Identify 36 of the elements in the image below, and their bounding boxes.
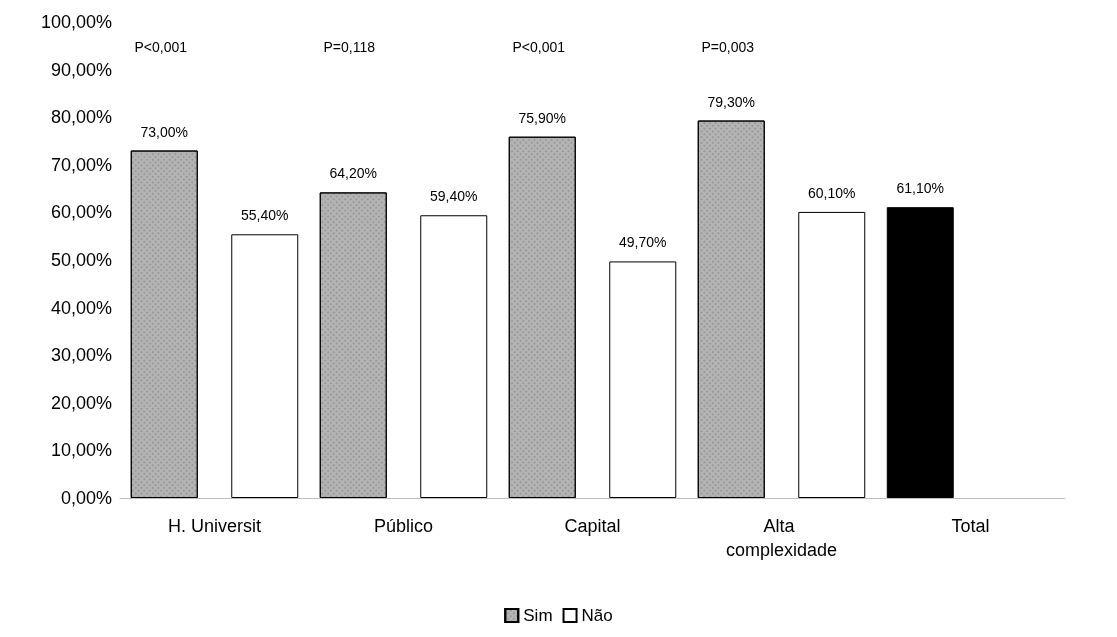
data-label: 75,90% — [518, 109, 566, 126]
y-tick-label: 60,00% — [50, 202, 112, 223]
annotation: P<0,001 — [512, 39, 566, 55]
y-tick-label: 30,00% — [50, 345, 112, 366]
y-tick-label: 70,00% — [50, 154, 112, 175]
x-tick-label: Alta complexidade — [725, 516, 838, 560]
y-tick-label: 10,00% — [50, 440, 112, 461]
y-tick-label: 80,00% — [50, 107, 112, 128]
annotation: P=0,003 — [701, 39, 755, 55]
bar — [609, 261, 677, 498]
bar — [886, 207, 954, 498]
data-label: 49,70% — [619, 234, 667, 251]
data-label: 79,30% — [707, 93, 755, 110]
annotation: P=0,118 — [323, 39, 376, 55]
bar — [420, 215, 488, 498]
x-tick-label: Total — [951, 516, 990, 536]
data-label: 64,20% — [329, 165, 377, 182]
legend-label: Sim — [523, 606, 553, 625]
x-tick-label: H. Universit — [167, 516, 262, 536]
y-tick-label: 100,00% — [40, 12, 112, 32]
bar — [231, 234, 299, 498]
data-label: 61,10% — [896, 180, 944, 197]
y-tick-label: 40,00% — [50, 297, 112, 318]
x-tick-label: Capital — [564, 516, 621, 536]
bar — [798, 211, 866, 498]
y-tick-label: 50,00% — [50, 250, 112, 270]
data-label: 59,40% — [430, 188, 478, 205]
data-label: 73,00% — [140, 123, 188, 140]
data-label: 55,40% — [241, 207, 289, 224]
annotation: P<0,001 — [134, 39, 188, 55]
y-tick-label: 20,00% — [50, 392, 112, 413]
x-tick-label: Público — [373, 516, 434, 536]
data-label: 60,10% — [808, 184, 856, 201]
y-tick-label: 0,00% — [60, 488, 112, 508]
y-tick-label: 90,00% — [50, 59, 112, 80]
legend-label: Não — [581, 606, 613, 625]
